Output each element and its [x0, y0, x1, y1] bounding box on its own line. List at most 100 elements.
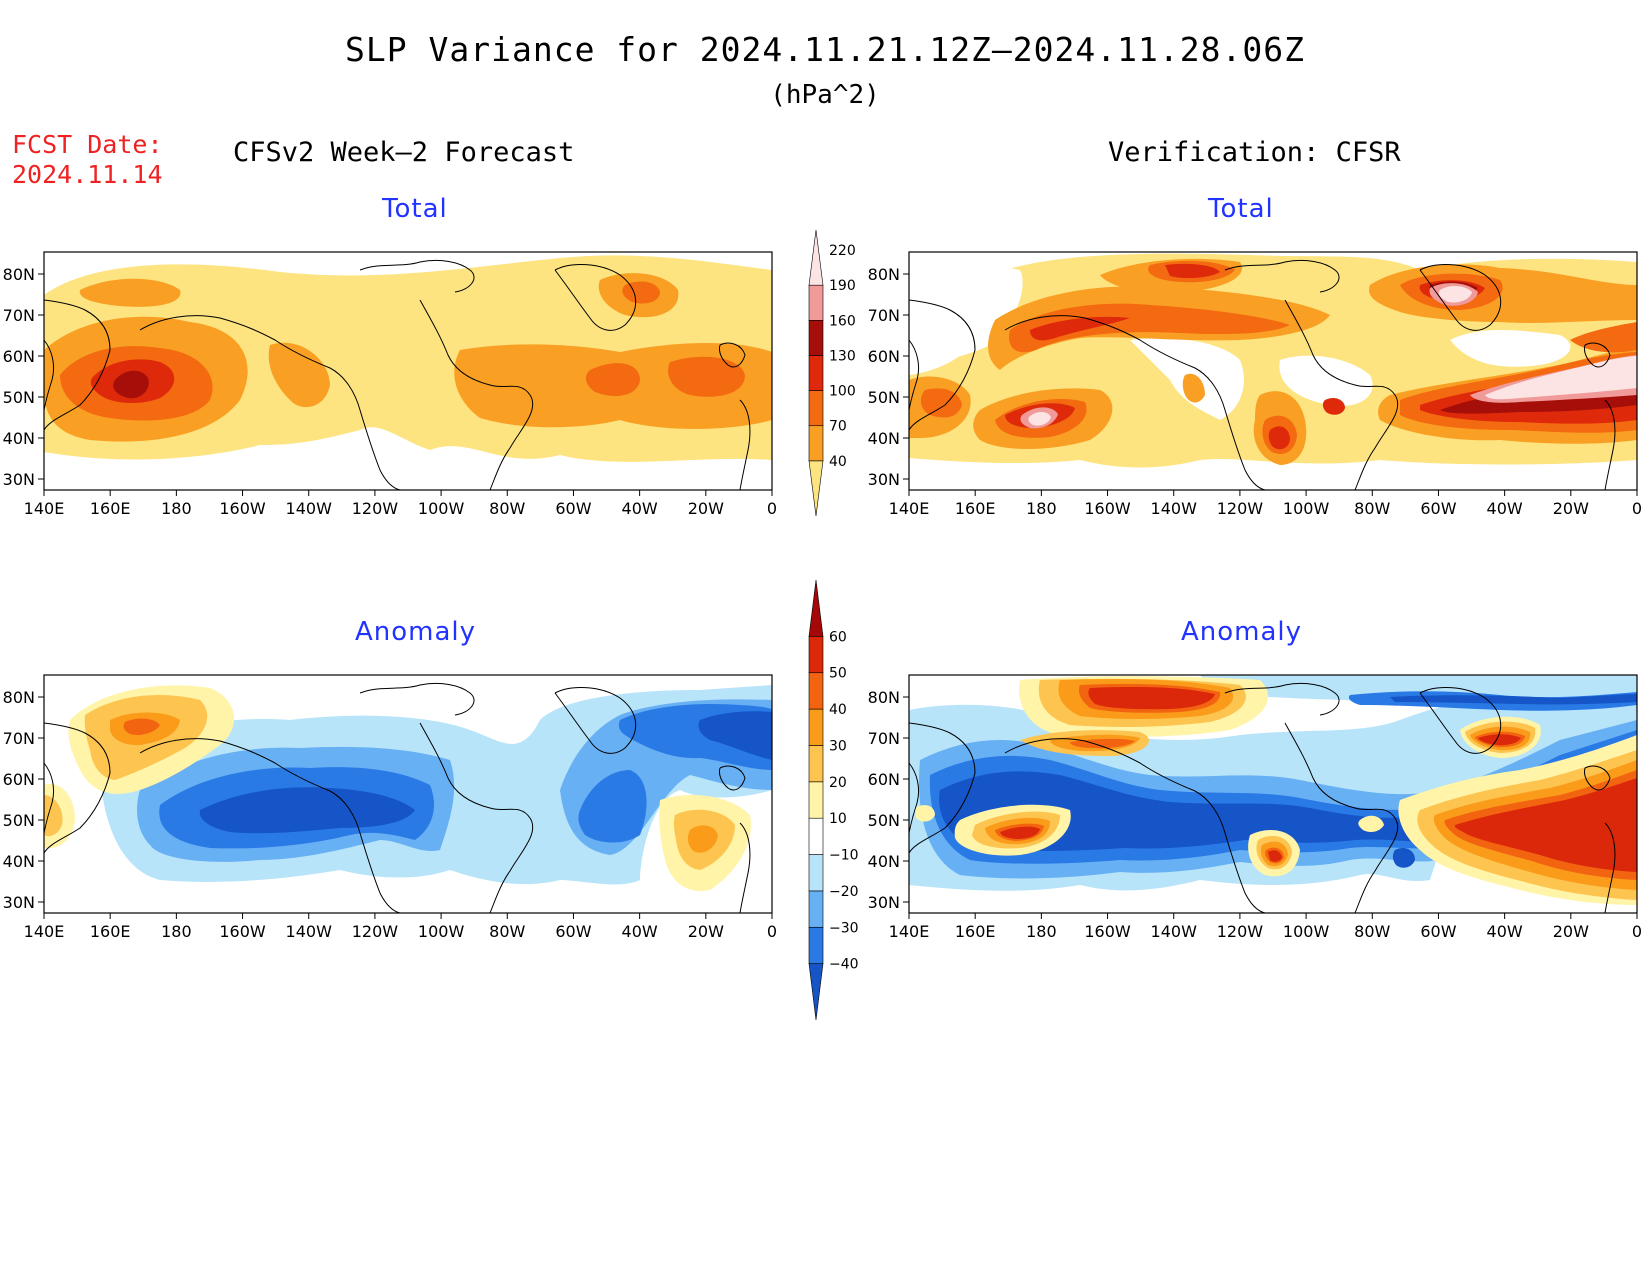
lon-tick-label: 160E [955, 499, 996, 518]
colorbar-segment [808, 708, 824, 746]
colorbar-label: −20 [829, 884, 859, 900]
forecast-total-field [44, 252, 772, 490]
forecast-total-coastlines [44, 259, 751, 490]
lat-tick-label: 50N [868, 811, 900, 830]
colorbar-segment [808, 817, 824, 855]
forecast-total-title: Total [382, 194, 448, 224]
colorbar-segment [808, 229, 824, 286]
lon-tick-label: 140E [24, 922, 65, 941]
forecast-date-value: 2024.11.14 [12, 160, 163, 189]
verification-total-frame [908, 251, 1638, 491]
forecast-anomaly-field [44, 675, 772, 913]
forecast-anomaly-lat-axis: 80N 70N 60N 50N 40N 30N [3, 688, 44, 912]
page-title: SLP Variance for 2024.11.21.12Z–2024.11.… [345, 30, 1305, 69]
verification-anomaly-coastlines [909, 682, 1616, 913]
verification-anomaly-title: Anomaly [1181, 617, 1303, 647]
lon-tick-label: 20W [1553, 922, 1589, 941]
colorbar-label: 70 [829, 419, 847, 435]
colorbar-label: −40 [829, 957, 859, 973]
forecast-anomaly-panel: 80N 70N 60N 50N 40N 30N 140E 160E 180 160W 140W 12… [3, 674, 777, 941]
lon-tick-label: 20W [688, 922, 724, 941]
lon-tick-label: 140E [889, 922, 930, 941]
forecast-anomaly-title: Anomaly [355, 617, 477, 647]
lat-tick-label: 60N [868, 770, 900, 789]
forecast-anomaly-lon-axis: 140E 160E 180 160W 140W 120W 100W 80W 60W 40W 20W 0 [24, 913, 777, 941]
verification-total-panel: 80N 70N 60N 50N 40N 30N 140E 160E 180 160W 140W 12… [868, 251, 1642, 518]
verification-total-title: Total [1208, 194, 1274, 224]
lon-tick-label: 140W [1151, 922, 1198, 941]
colorbar-segment [808, 890, 824, 928]
lon-tick-label: 180 [161, 499, 192, 518]
colorbar-label: 160 [829, 313, 856, 329]
lon-tick-label: 100W [1283, 922, 1330, 941]
colorbar-label: 220 [829, 243, 856, 259]
lon-tick-label: 60W [555, 499, 591, 518]
forecast-date-block: FCST Date: 2024.11.14 [12, 130, 163, 190]
lon-tick-label: 100W [1283, 499, 1330, 518]
colorbar-segment [808, 425, 824, 462]
colorbar-label: −30 [829, 920, 859, 936]
lon-tick-label: 160E [90, 499, 131, 518]
lon-tick-label: 60W [1420, 499, 1456, 518]
colorbar-segment [808, 745, 824, 783]
lon-tick-label: 0 [767, 499, 777, 518]
verification-anomaly-lat-axis: 80N 70N 60N 50N 40N 30N [868, 688, 909, 912]
lon-tick-label: 120W [352, 499, 399, 518]
lon-tick-label: 80W [1354, 922, 1390, 941]
colorbar-label: 30 [829, 738, 847, 754]
lon-tick-label: 160W [219, 922, 266, 941]
lat-tick-label: 70N [868, 729, 900, 748]
lat-tick-label: 80N [3, 688, 35, 707]
colorbar-segment [808, 460, 824, 517]
lat-tick-label: 50N [868, 388, 900, 407]
colorbar-segment [808, 284, 824, 321]
colorbar-segment [808, 636, 824, 674]
lon-tick-label: 0 [1632, 922, 1642, 941]
anomaly-colorbar: −40 −30 −20 −10 10 20 30 40 50 60 [808, 579, 859, 1021]
lon-tick-label: 140W [286, 499, 333, 518]
forecast-anomaly-frame [43, 674, 773, 914]
lon-tick-label: 40W [622, 499, 658, 518]
lat-tick-label: 40N [868, 852, 900, 871]
colorbar-label: −10 [829, 848, 859, 864]
lat-tick-label: 50N [3, 811, 35, 830]
lon-tick-label: 160W [219, 499, 266, 518]
lat-tick-label: 80N [868, 688, 900, 707]
colorbar-label: 190 [829, 278, 856, 294]
lon-tick-label: 40W [622, 922, 658, 941]
forecast-total-frame [43, 251, 773, 491]
verification-anomaly-lon-axis: 140E 160E 180 160W 140W 120W 100W 80W 60W 40W 20W 0 [889, 913, 1642, 941]
lon-tick-label: 60W [555, 922, 591, 941]
colorbar-segment [808, 319, 824, 356]
lon-tick-label: 140W [286, 922, 333, 941]
verification-total-lon-axis: 140E 160E 180 160W 140W 120W 100W 80W 60W 40W 20W 0 [889, 490, 1642, 518]
lon-tick-label: 80W [489, 922, 525, 941]
lon-tick-label: 0 [1632, 499, 1642, 518]
lon-tick-label: 0 [767, 922, 777, 941]
colorbar-label: 50 [829, 666, 847, 682]
forecast-total-panel: 80N 70N 60N 50N 40N 30N 140E 160E 180 160W 140W 12… [3, 251, 777, 518]
colorbar-label: 100 [829, 384, 856, 400]
forecast-anomaly-coastlines [44, 682, 751, 913]
verification-total-field [909, 252, 1637, 490]
lon-tick-label: 160E [955, 922, 996, 941]
verification-anomaly-panel: 80N 70N 60N 50N 40N 30N 140E 160E 180 160W 140W 12… [868, 674, 1642, 941]
lon-tick-label: 180 [1026, 922, 1057, 941]
colorbar-segment [808, 926, 824, 964]
verification-total-lat-axis: 80N 70N 60N 50N 40N 30N [868, 265, 909, 489]
lat-tick-label: 70N [3, 729, 35, 748]
lon-tick-label: 160W [1084, 499, 1131, 518]
lon-tick-label: 80W [1354, 499, 1390, 518]
lon-tick-label: 140E [889, 499, 930, 518]
lon-tick-label: 180 [161, 922, 192, 941]
lat-tick-label: 60N [3, 347, 35, 366]
lat-tick-label: 40N [3, 429, 35, 448]
colorbar-segment [808, 390, 824, 427]
lat-tick-label: 70N [3, 306, 35, 325]
lon-tick-label: 140W [1151, 499, 1198, 518]
lat-tick-label: 30N [868, 470, 900, 489]
lon-tick-label: 160W [1084, 922, 1131, 941]
lat-tick-label: 50N [3, 388, 35, 407]
lat-tick-label: 30N [3, 893, 35, 912]
